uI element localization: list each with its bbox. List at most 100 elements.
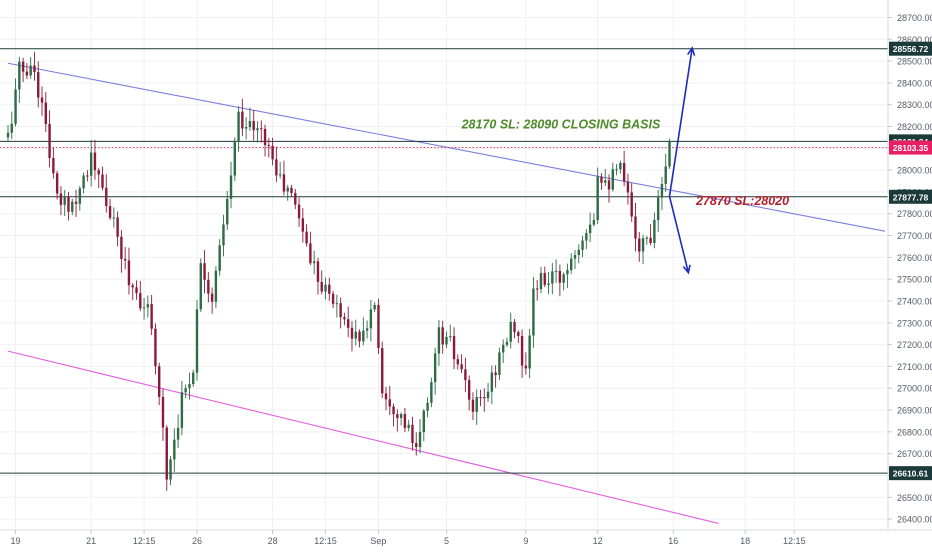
candle-body [498,352,501,376]
y-tick-label: 28700.00 [897,13,932,23]
y-tick-label: 26500.00 [897,493,932,503]
candle-body [165,427,168,480]
candle-body [33,65,36,73]
candle-body [297,204,301,219]
candle-body [154,328,157,367]
candle-body [271,145,274,160]
candle-body [354,331,357,339]
candle-body [566,270,569,275]
candle-body [161,396,165,428]
candle-body [483,397,486,399]
candle-body [467,380,471,400]
candle-body [226,198,229,225]
candle-body [6,132,10,138]
candle-body [373,305,376,310]
candle-body [252,121,255,131]
candle-body [415,443,418,447]
x-tick-label: 12:15 [314,536,337,546]
candle-body [456,359,460,365]
candle-body [127,260,131,286]
candle-body [562,274,565,283]
candle-body [339,303,342,318]
candle-body [660,183,664,198]
y-tick-label: 28200.00 [897,122,932,132]
candle-body [267,145,271,147]
candle-body [82,175,85,189]
candle-body [381,348,384,394]
candle-body [384,393,388,400]
x-tick-label: 5 [444,536,449,546]
projection-arrow-shaft [668,196,690,273]
y-tick-label: 26900.00 [897,406,932,416]
candle-body [554,270,558,272]
candle-body [278,174,282,176]
candle-body [55,173,59,194]
candle-body [479,397,482,399]
candle-body [585,233,588,241]
candle-body [350,327,354,339]
candle-body [214,270,218,302]
x-tick-label: 9 [523,536,528,546]
candle-body [411,424,414,444]
candle-body [86,175,89,177]
candle-body [37,72,40,98]
candle-body [309,243,312,264]
candle-body [539,273,543,290]
candle-body [180,392,184,428]
candle-body [418,431,422,447]
candle-body [490,372,494,392]
candle-body [505,341,509,345]
candle-body [441,327,444,345]
candle-body [48,123,51,159]
candle-body [29,65,32,76]
y-tick-label: 28000.00 [897,166,932,176]
candle-body [97,170,100,175]
price-tag-label: 26610.61 [893,469,929,479]
price-tag [889,41,932,56]
x-tick-label: 16 [668,536,678,546]
candle-body [551,271,554,284]
candle-body [222,224,225,246]
candle-body [649,237,652,244]
candle-body [449,336,452,338]
candle-body [641,238,645,252]
candle-body [44,102,47,124]
candle-body [653,219,656,244]
candle-body [573,255,577,259]
projection-arrows [668,46,696,275]
projection-arrow-shaft [668,47,693,197]
trendline [7,350,719,524]
y-tick-label: 26700.00 [897,449,932,459]
candle-body [52,158,55,174]
candle-body [101,174,104,188]
time-axis[interactable]: 19 21 12:15 26 28 12:15 Sep 5 9 12 16 18 12:15 [11,530,806,546]
projection-arrow-head [686,46,696,56]
candle-body [645,237,649,239]
chart-annotation: 28170 SL: 28090 CLOSING BASIS [461,118,661,132]
candle-body [528,335,531,369]
x-tick-label: 28 [268,536,278,546]
price-axis[interactable]: 26400.0026500.0026600.0026700.0026800.00… [888,13,932,525]
price-tag [889,189,932,204]
candle-body [604,180,607,183]
price-tag [889,466,932,481]
candle-body [577,249,580,256]
candle-body [275,159,278,176]
candle-body [362,330,365,342]
candle-body [445,336,448,345]
candle-body [256,128,259,131]
x-tick-label: Sep [370,536,386,546]
candle-body [146,304,150,308]
candle-body [369,309,373,329]
candle-body [536,288,539,290]
candle-body [135,287,138,294]
candle-body [263,128,267,146]
candle-body [668,141,671,167]
x-tick-label: 12:15 [783,536,806,546]
candle-body [199,263,202,310]
candle-body [509,321,512,342]
candle-body [244,127,248,129]
